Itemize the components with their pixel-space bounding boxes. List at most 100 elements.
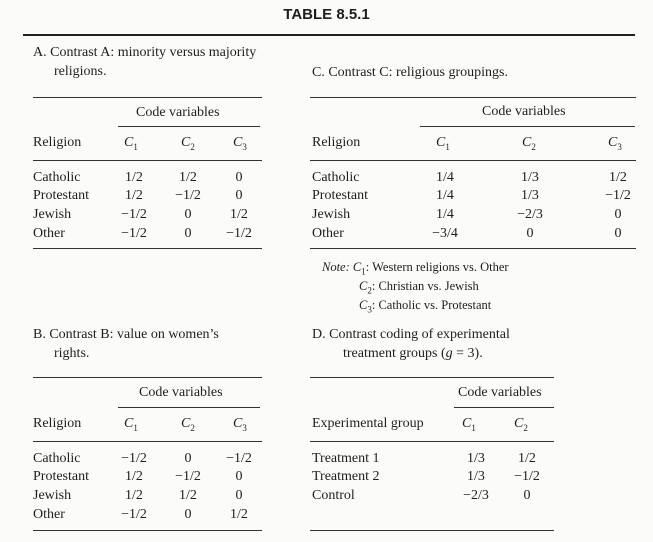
section-b-cell: 1/2 [125, 469, 143, 484]
section-b-cell: −1/2 [226, 451, 252, 466]
section-b-cell: −1/2 [121, 451, 147, 466]
section-a-cell: 1/2 [125, 170, 143, 185]
section-d-header-rule [310, 441, 554, 442]
section-c-note-line-1: Note: C1: Western religions vs. Other [322, 260, 509, 277]
section-c-row-label: Catholic [312, 170, 360, 185]
section-b-cell: 0 [184, 451, 192, 466]
section-b-header-c2: C2 [181, 416, 195, 433]
section-b-cell: 0 [235, 488, 243, 503]
section-d-header-group: Experimental group [312, 416, 424, 431]
section-a-bottom-rule [33, 248, 262, 249]
table-title: TABLE 8.5.1 [283, 6, 370, 23]
section-c-header-c3: C3 [608, 135, 622, 152]
section-a-cell: 0 [235, 170, 243, 185]
section-a-cell: 0 [184, 226, 192, 241]
section-c-cell: 0 [614, 226, 622, 241]
section-c-header-rule [310, 160, 636, 161]
section-b-title: B. Contrast B: value on women’s [33, 327, 219, 342]
section-a-row-label: Catholic [33, 170, 81, 185]
section-c-cell: −2/3 [517, 207, 543, 222]
section-d-title: D. Contrast coding of experimental [312, 327, 510, 342]
section-b-cell: −1/2 [175, 469, 201, 484]
section-a-code-variables: Code variables [136, 105, 220, 120]
section-c-cell: 1/3 [521, 170, 539, 185]
section-b-cell: 1/2 [230, 507, 248, 522]
section-b-header-rule [33, 441, 262, 442]
section-b-header-c1: C1 [124, 416, 138, 433]
section-b-cell: 1/2 [179, 488, 197, 503]
section-d-row-label: Treatment 2 [312, 469, 380, 484]
section-a-header-c2: C2 [181, 135, 195, 152]
section-b-row-label: Jewish [33, 488, 72, 503]
section-d-cell: 1/3 [467, 451, 485, 466]
section-d-header-c1: C1 [462, 416, 476, 433]
section-c-cell: −1/2 [605, 188, 631, 203]
section-d-header-c2: C2 [514, 416, 528, 433]
section-a-cell: 0 [235, 188, 243, 203]
section-d-cell: −2/3 [463, 488, 489, 503]
section-b-row-label: Other [33, 507, 65, 522]
section-a-header-c3: C3 [233, 135, 247, 152]
section-c-cell: 1/4 [436, 188, 454, 203]
section-d-cell: 0 [523, 488, 531, 503]
section-a-cell: −1/2 [226, 226, 252, 241]
section-b-cell: −1/2 [121, 507, 147, 522]
section-b-span-rule [118, 407, 260, 408]
section-c-span-rule [420, 126, 635, 127]
section-d-cell: −1/2 [514, 469, 540, 484]
section-d-top-rule [310, 377, 554, 378]
section-a-span-rule [118, 126, 260, 127]
section-c-row-label: Jewish [312, 207, 351, 222]
section-b-top-rule [33, 377, 262, 378]
section-d-row-label: Treatment 1 [312, 451, 380, 466]
section-c-header-religion: Religion [312, 135, 361, 150]
section-a-cell: −1/2 [121, 207, 147, 222]
section-a-row-label: Other [33, 226, 65, 241]
section-c-cell: 0 [614, 207, 622, 222]
section-c-row-label: Protestant [312, 188, 368, 203]
section-d-cell: 1/2 [518, 451, 536, 466]
section-c-note-line-3: C3: Catholic vs. Protestant [359, 298, 492, 315]
section-a-header-religion: Religion [33, 135, 82, 150]
section-c-cell: 0 [526, 226, 534, 241]
section-b-bottom-rule [33, 530, 262, 531]
section-d-row-label: Control [312, 488, 355, 503]
section-a-cell: 1/2 [179, 170, 197, 185]
section-a-cell: 1/2 [125, 188, 143, 203]
section-c-top-rule [310, 97, 636, 98]
section-c-cell: 1/4 [436, 170, 454, 185]
section-b-title-cont: rights. [54, 346, 90, 361]
section-a-title: A. Contrast A: minority versus majority [33, 45, 257, 60]
section-c-note-line-2: C2: Christian vs. Jewish [359, 279, 479, 296]
section-c-cell: 1/2 [609, 170, 627, 185]
section-a-cell: −1/2 [121, 226, 147, 241]
section-a-header-c1: C1 [124, 135, 138, 152]
section-d-span-rule [454, 407, 554, 408]
section-b-row-label: Catholic [33, 451, 81, 466]
title-rule [23, 34, 635, 36]
section-c-header-c1: C1 [436, 135, 450, 152]
section-d-code-variables: Code variables [458, 385, 542, 400]
section-b-code-variables: Code variables [139, 385, 223, 400]
section-b-header-religion: Religion [33, 416, 82, 431]
section-c-cell: 1/4 [436, 207, 454, 222]
section-a-title-cont: religions. [54, 64, 107, 79]
section-a-cell: 1/2 [230, 207, 248, 222]
section-c-cell: −3/4 [432, 226, 458, 241]
section-d-cell: 1/3 [467, 469, 485, 484]
section-a-row-label: Jewish [33, 207, 72, 222]
section-b-cell: 0 [235, 469, 243, 484]
section-c-bottom-rule [310, 248, 636, 249]
section-b-row-label: Protestant [33, 469, 89, 484]
section-c-code-variables: Code variables [482, 104, 566, 119]
section-d-bottom-rule [310, 530, 554, 531]
section-b-cell: 1/2 [125, 488, 143, 503]
section-a-cell: −1/2 [175, 188, 201, 203]
section-c-header-c2: C2 [522, 135, 536, 152]
section-b-cell: 0 [184, 507, 192, 522]
section-a-row-label: Protestant [33, 188, 89, 203]
section-a-top-rule [33, 97, 262, 98]
section-a-cell: 0 [184, 207, 192, 222]
section-c-title: C. Contrast C: religious groupings. [312, 65, 508, 80]
